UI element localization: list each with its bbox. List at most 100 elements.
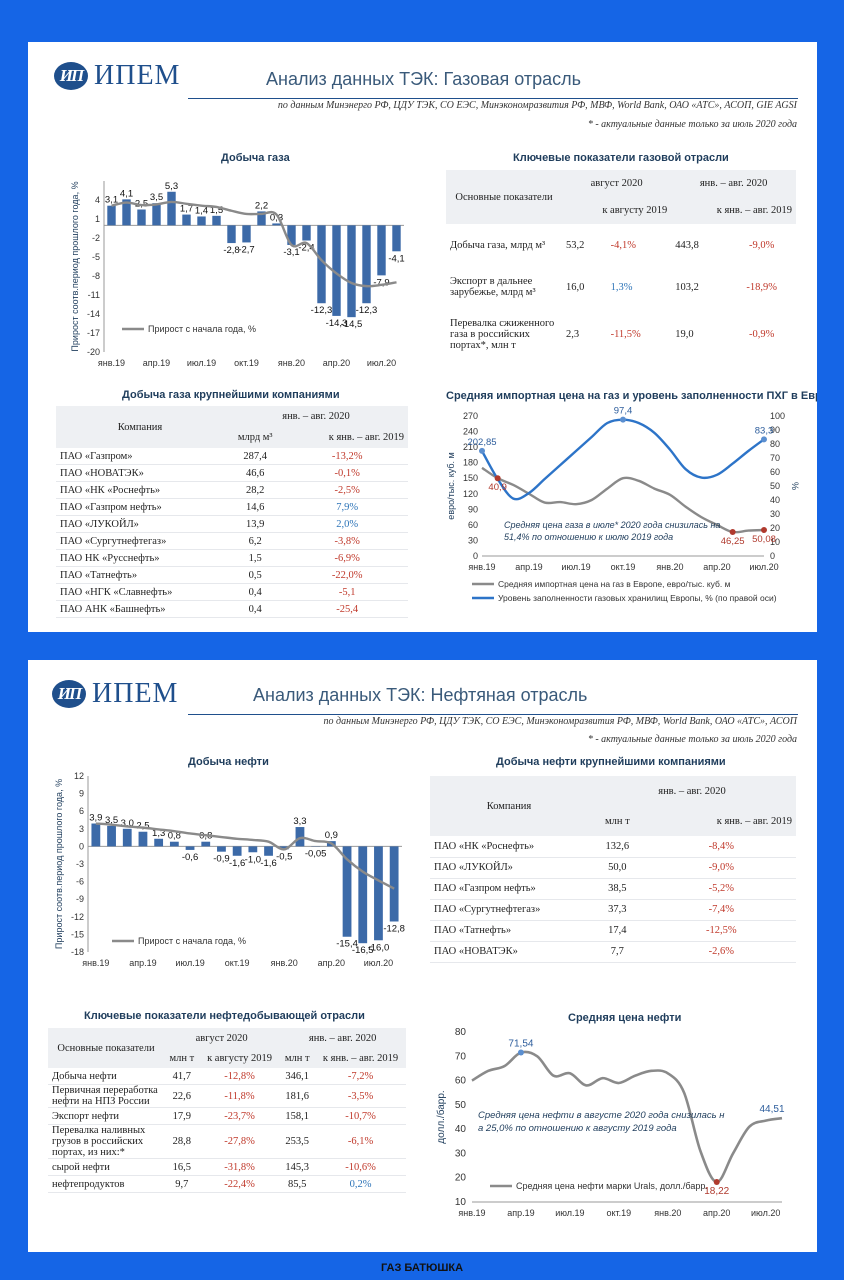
y-tick-label: -18 — [71, 947, 84, 957]
logo-text: ИПЕМ — [94, 60, 181, 91]
table-row: ПАО «Газпром нефть» 38,5 -5,2% — [430, 878, 796, 899]
row-aug-change: 1,3% — [610, 281, 633, 293]
company-name: ПАО «НГК «Славнефть» — [60, 586, 173, 598]
table-row: ПАО «Татнефть» 17,4 -12,5% — [430, 920, 796, 941]
y-tick-label: 150 — [463, 473, 478, 483]
legend-label: Прирост с начала года, % — [138, 936, 246, 946]
price-note: Средняя цена нефти в августе 2020 года с… — [478, 1110, 725, 1121]
row-name: Первичная переработка нефти на НПЗ Росси… — [52, 1085, 158, 1107]
y-tick-label: -9 — [76, 894, 84, 904]
company-change: -9,0% — [708, 862, 735, 873]
y-tick-label: 3 — [79, 824, 84, 834]
y-tick-label: -11 — [88, 290, 100, 300]
data-label: -2,4 — [298, 243, 314, 254]
table-row: ПАО НК «Русснефть» 1,5 -6,9% — [56, 550, 408, 567]
table-row: ПАО «НОВАТЭК» 7,7 -2,6% — [430, 941, 796, 962]
chart-title: Средняя импортная цена на газ и уровень … — [446, 390, 817, 402]
oil-panel: ИП ИПЕМ Анализ данных ТЭК: Нефтяная отра… — [28, 660, 817, 1252]
bar — [137, 209, 146, 226]
company-name: ПАО «НОВАТЭК» — [60, 467, 144, 479]
header-august-compare: к августу 2019 — [562, 197, 672, 224]
table-row: Добыча газа, млрд м³ 53,2 -4,1% 443,8 -9… — [446, 224, 796, 266]
company-change: -22,0% — [331, 569, 363, 581]
table-row: Экспорт в дальнее зарубежье, млрд м³ 16,… — [446, 266, 796, 308]
company-change: -0,1% — [334, 467, 360, 479]
company-change: -13,2% — [331, 450, 363, 462]
row-aug-value: 41,7 — [172, 1070, 192, 1082]
y-axis-label: евро/тыс. куб. м — [446, 452, 456, 519]
row-ytd-value: 253,5 — [285, 1136, 309, 1147]
row-ytd-change: -10,7% — [345, 1110, 376, 1122]
y-tick-label: 50 — [455, 1100, 467, 1111]
y-tick-label: -20 — [87, 347, 100, 357]
row-aug-change: -23,7% — [224, 1110, 255, 1122]
data-label: 3,1 — [105, 195, 118, 206]
company-change: -2,6% — [708, 946, 735, 957]
data-label: 3,3 — [293, 816, 306, 827]
bar — [392, 225, 401, 252]
header-ytd-compare: к янв. – авг. 2019 — [671, 197, 796, 224]
data-label: -3,1 — [283, 247, 299, 258]
table-row: ПАО «Сургутнефтегаз» 6,2 -3,8% — [56, 533, 408, 550]
bar — [377, 225, 386, 276]
company-value: 1,5 — [248, 552, 262, 564]
row-ytd-value: 103,2 — [675, 281, 699, 293]
y-tick-label: 30 — [468, 535, 478, 545]
company-value: 14,6 — [246, 501, 265, 513]
header-compare: к янв. – авг. 2019 — [646, 806, 796, 836]
y2-tick-label: 90 — [770, 425, 780, 435]
company-change: -3,8% — [334, 535, 360, 547]
y-tick-label: 10 — [455, 1197, 467, 1208]
row-name: Перевалка сжиженного газа в российских п… — [450, 317, 555, 351]
y-tick-label: -8 — [92, 271, 100, 281]
company-name: ПАО «Газпром нефть» — [434, 883, 536, 894]
row-ytd-change: -6,1% — [347, 1136, 374, 1147]
data-label: -16,0 — [368, 942, 390, 953]
company-value: 50,0 — [608, 862, 627, 873]
company-name: ПАО «НК «Роснефть» — [60, 484, 161, 496]
data-label: -0,6 — [182, 852, 198, 863]
x-tick-label: июл.20 — [749, 562, 778, 572]
data-label: 3,0 — [121, 818, 134, 829]
row-name: нефтепродуктов — [52, 1178, 125, 1190]
y-tick-label: 270 — [463, 411, 478, 421]
bar — [167, 191, 176, 226]
company-change: -25,4 — [336, 603, 359, 615]
row-aug-change: -12,8% — [224, 1070, 255, 1082]
y-axis-label: долл./барр. — [435, 1090, 447, 1143]
data-label: -12,3 — [356, 305, 378, 316]
data-label: 3,9 — [89, 813, 102, 824]
x-tick-label: апр.19 — [507, 1208, 534, 1218]
bar — [197, 216, 206, 226]
gas-price-storage-chart: 0 30 60 90 120 150 180 210 240 270 0 10 20 30 40 50 60 70… — [446, 406, 800, 603]
y2-tick-label: 70 — [770, 453, 780, 463]
annotated-point — [620, 416, 626, 423]
row-ytd-change: 0,2% — [349, 1178, 372, 1190]
company-change: -5,1 — [338, 586, 356, 598]
table-subheader: млрд м³ к янв. – авг. 2019 — [56, 427, 408, 448]
row-ytd-change: -9,0% — [748, 239, 775, 251]
bar — [287, 225, 296, 245]
logo-text: ИПЕМ — [92, 678, 179, 709]
row-aug-value: 9,7 — [175, 1178, 189, 1190]
x-tick-label: июл.19 — [561, 562, 590, 572]
table-row: Добыча нефти 41,7 -12,8% 346,1 -7,2% — [48, 1068, 406, 1085]
row-ytd-value: 181,6 — [285, 1090, 309, 1102]
y-tick-label: 30 — [455, 1148, 467, 1159]
row-ytd-value: 145,3 — [285, 1161, 309, 1173]
gas-panel: ИП ИПЕМ Анализ данных ТЭК: Газовая отрас… — [28, 42, 817, 632]
bar — [107, 205, 116, 226]
header-august: август 2020 — [164, 1028, 280, 1048]
row-aug-value: 22,6 — [172, 1090, 192, 1102]
chart-title: Добыча нефти — [188, 756, 269, 768]
x-tick-label: июл.19 — [187, 358, 216, 368]
y2-tick-label: 20 — [770, 523, 780, 533]
company-value: 0,4 — [248, 603, 262, 615]
annotated-point — [729, 529, 736, 536]
data-label: 0,8 — [168, 831, 181, 842]
row-ytd-change: -10,6% — [345, 1161, 376, 1173]
y-tick-label: -14 — [87, 309, 100, 319]
data-label: 46,25 — [721, 536, 745, 547]
storage-level-line — [480, 418, 765, 501]
y-tick-label: 12 — [74, 771, 84, 781]
